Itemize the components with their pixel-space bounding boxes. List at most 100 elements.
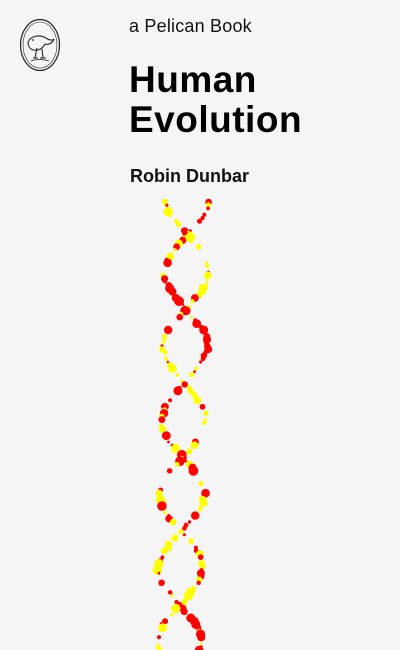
helix-dot	[197, 554, 204, 560]
helix-dot	[176, 313, 183, 321]
helix-dot	[188, 237, 194, 243]
series-label: a Pelican Book	[129, 16, 252, 36]
helix-dot	[156, 647, 163, 650]
helix-dot	[158, 416, 166, 423]
helix-dot	[190, 315, 194, 319]
helix-dot	[169, 518, 177, 526]
helix-dot	[205, 280, 209, 284]
helix-dot	[175, 373, 180, 377]
helix-dot	[180, 608, 188, 616]
helix-dot	[182, 533, 186, 537]
helix-dot	[160, 555, 165, 559]
title-line-2: Evolution	[129, 99, 303, 140]
helix-dot	[167, 212, 173, 218]
helix-dot	[203, 271, 212, 280]
helix-dot	[173, 386, 183, 396]
helix-dot	[159, 425, 167, 433]
helix-dot	[167, 440, 170, 444]
helix-dot	[190, 299, 195, 304]
helix-dot	[157, 501, 167, 511]
helix-dot	[199, 325, 209, 335]
helix-dot	[197, 218, 203, 224]
author-name: Robin Dunbar	[130, 166, 249, 186]
helix-dot	[200, 356, 206, 362]
helix-dot	[171, 443, 180, 453]
helix-dot	[160, 547, 168, 555]
helix-dot	[181, 598, 188, 606]
helix-dot	[197, 633, 206, 642]
helix-dot	[184, 459, 188, 463]
helix-dot	[205, 202, 212, 208]
helix-dot	[198, 481, 204, 487]
helix-dot	[155, 489, 163, 497]
helix-dot	[152, 565, 162, 575]
title-line-1: Human	[129, 59, 257, 100]
helix-dot	[194, 366, 199, 371]
helix-dot	[163, 258, 172, 268]
helix-dot	[166, 468, 173, 474]
helix-dot	[170, 613, 174, 617]
helix-dot	[187, 520, 192, 524]
helix-dot	[171, 603, 181, 614]
helix-dot	[171, 534, 179, 542]
helix-dot	[161, 431, 171, 440]
helix-dot	[199, 360, 203, 364]
helix-dot	[203, 418, 208, 422]
helix-dot	[168, 398, 173, 403]
helix-dot	[166, 252, 174, 261]
helix-dot	[161, 198, 169, 206]
helix-dot	[174, 462, 180, 467]
helix-dot	[166, 360, 170, 364]
helix-dot	[199, 642, 202, 645]
book-title: Human Evolution	[129, 60, 302, 140]
helix-dot	[180, 379, 184, 383]
helix-dot	[168, 364, 177, 373]
helix-dot	[192, 319, 202, 328]
helix-dot	[161, 275, 169, 283]
helix-dot	[193, 396, 202, 405]
helix-dot	[188, 538, 194, 544]
helix-dot	[203, 410, 209, 416]
helix-dot	[162, 349, 168, 355]
helix-dot	[188, 465, 199, 476]
helix-dot	[186, 448, 193, 455]
helix-dot	[168, 287, 177, 296]
helix-dot	[173, 248, 177, 252]
pelican-logo-icon	[19, 18, 61, 72]
helix-dot	[164, 325, 173, 335]
helix-dot	[171, 594, 174, 598]
helix-dot	[178, 529, 183, 534]
helix-dot	[158, 579, 165, 587]
helix-dot	[161, 341, 165, 345]
helix-dot	[195, 243, 202, 250]
helix-dot	[163, 510, 167, 515]
helix-dot	[158, 623, 168, 632]
helix-dot	[196, 580, 201, 585]
helix-dot	[199, 403, 206, 410]
helix-dot	[183, 591, 194, 601]
helix-dot	[182, 382, 186, 386]
helix-dot	[197, 506, 203, 512]
helix-dot	[189, 372, 195, 378]
helix-dot	[164, 356, 169, 361]
helix-dot	[165, 203, 169, 207]
helix-dot	[190, 441, 199, 450]
helix-dot	[200, 215, 205, 221]
helix-dot	[163, 337, 167, 342]
helix-dot	[194, 645, 204, 650]
helix-dot	[175, 221, 182, 228]
helix-dot	[157, 571, 161, 575]
helix-dot	[201, 420, 207, 425]
helix-dot	[191, 511, 200, 520]
helix-dot	[181, 303, 185, 306]
helix-dot	[167, 590, 173, 595]
helix-dot	[199, 498, 208, 507]
helix-dot	[205, 263, 210, 269]
helix-dot	[156, 635, 162, 640]
helix-dot	[202, 212, 207, 217]
helix-dot	[161, 333, 167, 339]
helix-dot	[163, 280, 167, 284]
helix-dot	[198, 504, 202, 508]
